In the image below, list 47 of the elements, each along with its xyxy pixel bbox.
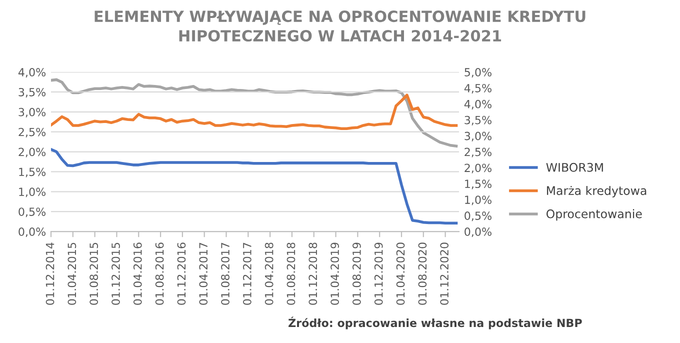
text: Źródło: opracowanie własne na podstawie NBP (288, 316, 582, 330)
x-tick-label: 01.08.2020 (418, 242, 427, 305)
y2-tick-label: 5,0% (464, 68, 492, 78)
x-tick-label: 01.08.2016 (155, 242, 164, 305)
line-series (51, 148, 458, 225)
y2-tick-label: 2,5% (464, 148, 492, 158)
y2-tick-label: 1,5% (465, 180, 492, 190)
y2-tick-label: 1,0% (465, 196, 492, 206)
y-tick-label: 0,0% (18, 228, 46, 238)
x-tick-label: 01.12.2014 (46, 242, 54, 305)
y-tick-label: 2,0% (18, 148, 46, 158)
x-tick-label: 01.08.2019 (352, 242, 361, 305)
line-series (51, 78, 458, 148)
x-tick-label: 01.12.2020 (440, 242, 449, 305)
y-tick-label: 1,0% (19, 188, 46, 198)
y-tick-label: 4,0% (18, 68, 46, 78)
x-tick-label: 01.04.2019 (330, 242, 339, 305)
y2-tick-label: 2,0% (464, 164, 492, 174)
x-tick-label: 01.04.2017 (199, 242, 208, 305)
y2-tick-label: 4,5% (464, 84, 492, 94)
line-series (51, 94, 458, 130)
y-tick-label: 0,5% (18, 208, 46, 218)
y2-tick-label: 3,5% (464, 116, 492, 126)
x-tick-label: 01.04.2015 (68, 242, 76, 305)
y-tick-label: 1,5% (19, 168, 46, 178)
legend-label: Oprocentowanie (546, 209, 642, 221)
x-tick-label: 01.04.2020 (396, 242, 405, 305)
legend-label: Marża kredytowa (547, 186, 646, 198)
y2-tick-label: 0,0% (464, 228, 492, 238)
x-tick-label: 01.12.2017 (242, 242, 252, 305)
x-tick-label: 01.08.2017 (221, 242, 230, 305)
x-tick-label: 01.12.2018 (308, 242, 318, 305)
y-tick-label: 2,5% (18, 128, 46, 138)
y2-tick-label: 4,0% (464, 100, 492, 110)
x-tick-label: 01.08.2015 (90, 242, 98, 305)
y2-tick-label: 0,5% (464, 212, 492, 222)
y2-tick-label: 3,0% (464, 132, 492, 142)
x-tick-label: 01.04.2016 (133, 242, 142, 305)
chart-title: ELEMENTY WPŁYWAJĄCE NA OPROCENTOWANIE KREDYTU HIPOTECZNEGO W LATACH 2014-2021 (94, 10, 586, 42)
x-tick-label: 01.12.2015 (112, 242, 120, 305)
x-tick-label: 01.04.2018 (264, 242, 274, 305)
y-tick-label: 3,5% (18, 88, 46, 98)
x-tick-label: 01.12.2019 (374, 242, 383, 305)
legend-label: WIBOR3M (546, 162, 603, 172)
x-tick-label: 01.08.2018 (286, 242, 296, 305)
y-tick-label: 3,0% (18, 108, 46, 118)
x-tick-label: 01.12.2016 (177, 242, 186, 305)
